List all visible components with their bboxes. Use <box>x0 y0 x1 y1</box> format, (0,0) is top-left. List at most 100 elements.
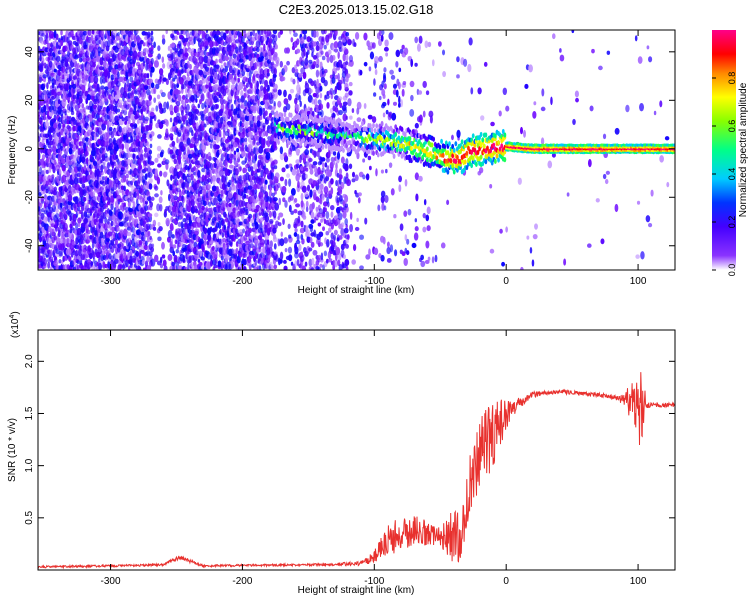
spectrogram-cell <box>121 143 125 151</box>
spectrogram-cell <box>189 143 195 148</box>
spectrogram-cell <box>74 196 79 205</box>
spectrogram-cell <box>341 43 344 52</box>
spectrogram-cell <box>345 73 351 79</box>
spectrogram-cell <box>111 60 114 69</box>
spectrogram-cell <box>113 39 117 44</box>
spectrogram-cell <box>169 223 174 231</box>
spectrogram-cell <box>144 180 148 186</box>
spectrogram-cell <box>153 114 157 122</box>
spectrogram-cell <box>153 97 157 103</box>
spectrogram-cell <box>268 54 272 62</box>
spectrogram-cell <box>286 173 291 178</box>
spectrogram-cell <box>207 56 211 63</box>
spectrogram-cell <box>271 192 276 197</box>
spectrogram-cell <box>275 56 280 64</box>
spectrogram-cell <box>114 107 118 114</box>
spectrogram-cell <box>249 120 254 128</box>
spectrogram-cell <box>241 149 246 158</box>
spectrogram-cell <box>330 205 335 211</box>
spectrogram-cell <box>150 258 156 267</box>
spectrogram-cell <box>157 53 161 60</box>
spectrogram-cell <box>300 220 304 228</box>
spectrogram-cell <box>43 167 47 175</box>
spectrogram-cell <box>316 78 319 87</box>
spectrogram-cell <box>315 93 319 99</box>
spectrogram-cell <box>102 40 106 49</box>
spectrogram-cell <box>230 153 235 160</box>
spectrogram-cell <box>103 62 109 70</box>
spectrogram-cell <box>340 181 345 190</box>
spectrogram-cell <box>323 68 328 74</box>
spectrogram-cell <box>98 262 103 270</box>
spectrogram-cell <box>172 244 177 249</box>
spectrogram-cell <box>144 229 149 238</box>
spectrogram-cell <box>163 101 168 110</box>
spectrogram-cell <box>245 194 249 200</box>
spectrogram-cell <box>294 228 298 233</box>
spectrogram-cell <box>281 167 286 173</box>
spectrogram-cell <box>45 33 49 40</box>
spectrogram-cell <box>76 259 81 265</box>
spectrogram-cell <box>319 92 323 99</box>
spectrogram-cell <box>262 122 266 129</box>
spectrogram-cell <box>335 247 341 256</box>
spectrogram-cell <box>182 30 186 36</box>
spectrogram-cell <box>321 68 325 75</box>
spectrogram-cell <box>150 66 155 73</box>
spectrogram-cell <box>143 73 148 79</box>
spectrogram-cell <box>131 196 135 204</box>
spectrogram-cell <box>212 41 216 47</box>
spectrogram-cell <box>264 215 270 223</box>
spectrogram-cell <box>61 264 66 270</box>
spectrogram-cell <box>285 164 290 169</box>
spectrogram-cell <box>169 149 174 155</box>
spectrogram-cell <box>356 117 362 123</box>
spectrogram-cell <box>205 30 209 34</box>
spectrogram-cell <box>283 98 289 105</box>
spectrogram-cell <box>305 167 309 172</box>
spectrogram-cell <box>201 174 205 183</box>
spectrogram-cell <box>205 206 209 213</box>
spectrogram-cell <box>169 48 173 55</box>
spectrogram-cell <box>273 224 278 230</box>
spectrogram-cell <box>72 87 76 94</box>
spectrogram-cell <box>326 196 330 204</box>
spectrogram-cell <box>333 48 339 53</box>
spectrogram-cell <box>356 152 360 160</box>
spectrogram-cell <box>169 63 173 69</box>
spectrogram-cell <box>81 202 85 207</box>
spectrogram-cell <box>106 157 110 163</box>
spectrogram-cell <box>243 258 247 266</box>
spectrogram-cell <box>209 40 214 49</box>
spectrogram-cell <box>300 57 304 62</box>
spectrogram-cell <box>58 168 62 177</box>
spectrogram-cell <box>204 132 210 141</box>
spectrogram-cell <box>177 221 182 227</box>
spectrogram-cell <box>192 215 196 222</box>
spectrogram-cell <box>188 40 193 45</box>
spectrogram-cell <box>154 254 159 263</box>
spectrogram-cell <box>171 140 176 147</box>
spectrogram-cell <box>192 55 197 64</box>
spectrogram-cell <box>150 35 154 42</box>
spectrogram-cell <box>176 31 180 36</box>
spectrogram-cell <box>88 252 93 260</box>
spectrogram-cell <box>308 258 313 267</box>
spectrogram-cell <box>263 183 267 191</box>
spectrogram-cell <box>295 163 300 169</box>
spectrogram-cell <box>151 243 155 248</box>
spectrogram-cell <box>138 118 143 124</box>
spectrogram-cell <box>58 259 62 264</box>
spectrogram-cell <box>120 185 125 191</box>
spectrogram-cell <box>54 48 60 57</box>
spectrogram-cell <box>279 146 284 155</box>
spectrogram-cell <box>115 154 119 160</box>
spectrogram-cell <box>310 267 315 270</box>
spectrogram-cell <box>325 231 330 236</box>
spectrogram-cell <box>215 98 220 103</box>
spectrogram-cell <box>310 219 315 224</box>
spectrogram-cell <box>337 73 340 82</box>
spectrogram-cell <box>87 259 92 264</box>
spectrogram-cell <box>97 229 101 234</box>
spectrogram-cell <box>72 250 76 256</box>
